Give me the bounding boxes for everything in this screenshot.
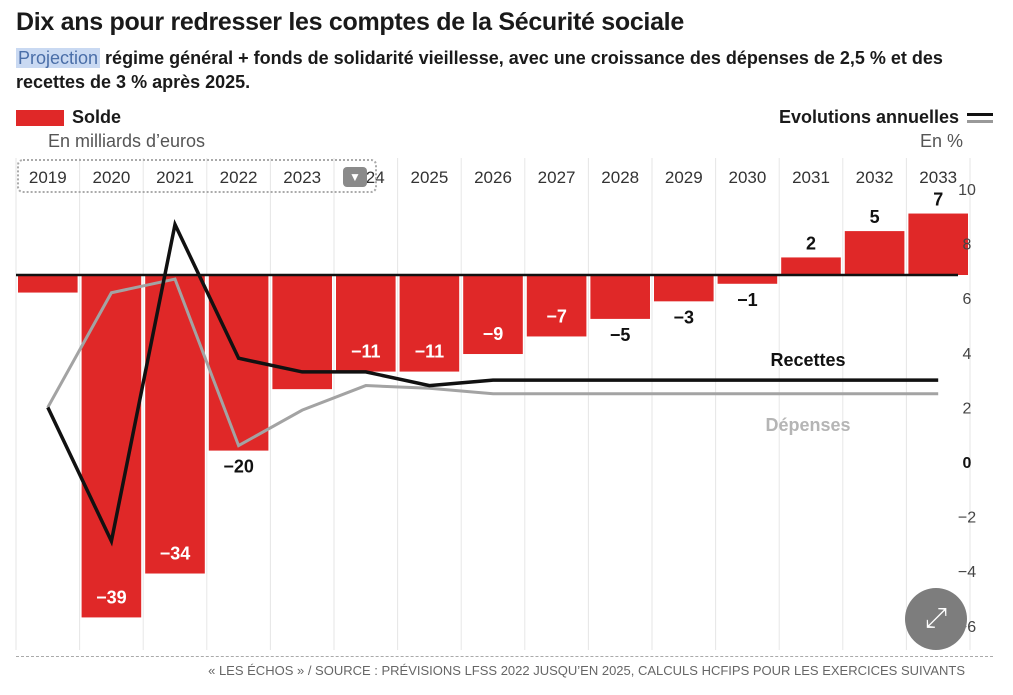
source-note: « LES ÉCHOS » / SOURCE : PRÉVISIONS LFSS… bbox=[208, 663, 965, 678]
year-label-2032: 2032 bbox=[856, 168, 894, 187]
depenses-line bbox=[46, 277, 939, 448]
bar-label-2022: −20 bbox=[223, 457, 254, 477]
footer-divider bbox=[16, 656, 993, 657]
bar-2026 bbox=[463, 275, 523, 355]
legend-evolutions: Evolutions annuelles bbox=[779, 107, 993, 128]
year-label-2028: 2028 bbox=[601, 168, 639, 187]
bar-2019 bbox=[18, 275, 78, 293]
right-axis-tick: −2 bbox=[958, 510, 976, 527]
bar-label-2025: −11 bbox=[415, 342, 445, 362]
right-axis-tick: 6 bbox=[963, 291, 972, 308]
bar-label-2029: −3 bbox=[674, 307, 695, 327]
bar-2020 bbox=[81, 275, 142, 618]
right-axis-tick: 4 bbox=[963, 346, 972, 363]
right-unit-label: En % bbox=[919, 131, 963, 151]
bar-2029 bbox=[654, 275, 714, 302]
year-label-2030: 2030 bbox=[728, 168, 766, 187]
right-axis-tick: 0 bbox=[963, 455, 972, 472]
year-label-2021: 2021 bbox=[156, 168, 194, 187]
bar-label-2020: −39 bbox=[96, 587, 127, 607]
legend-solde-label: Solde bbox=[72, 107, 122, 127]
year-selection-box[interactable] bbox=[17, 159, 377, 193]
chart-subtitle: Projection régime général + fonds de sol… bbox=[16, 46, 986, 94]
bar-2032 bbox=[844, 231, 905, 275]
subtitle-text: régime général + fonds de solidarité vie… bbox=[16, 48, 943, 92]
year-label-2026: 2026 bbox=[474, 168, 512, 187]
bar-2025 bbox=[399, 275, 460, 372]
chevron-down-icon[interactable]: ▼ bbox=[343, 167, 367, 187]
projection-highlight[interactable]: Projection bbox=[16, 48, 101, 68]
right-axis-tick: −4 bbox=[958, 564, 976, 581]
bar-2024 bbox=[336, 275, 396, 372]
legend-evolutions-label: Evolutions annuelles bbox=[778, 107, 959, 127]
bar-2031 bbox=[781, 257, 841, 275]
legend-line-icon bbox=[967, 112, 993, 123]
bar-2023 bbox=[272, 275, 332, 390]
bar-label-2021: −34 bbox=[160, 544, 191, 564]
year-label-2023: 2023 bbox=[283, 168, 321, 187]
year-label-2025: 2025 bbox=[410, 168, 448, 187]
year-label-2033: 2033 bbox=[919, 168, 957, 187]
right-axis-tick: 2 bbox=[963, 400, 972, 417]
recettes-line bbox=[46, 218, 939, 547]
bar-label-2030: −1 bbox=[737, 290, 758, 310]
year-label-2027: 2027 bbox=[538, 168, 576, 187]
bar-label-2024: −11 bbox=[351, 342, 381, 362]
depenses-label: Dépenses bbox=[765, 415, 850, 435]
legend-solde: Solde bbox=[16, 107, 121, 128]
right-axis-tick: 10 bbox=[958, 182, 976, 199]
bar-label-2026: −9 bbox=[483, 324, 504, 344]
chart-title: Dix ans pour redresser les comptes de la… bbox=[16, 8, 684, 36]
recettes-label: Recettes bbox=[770, 350, 845, 370]
bar-2027 bbox=[526, 275, 587, 337]
legend-solde-swatch bbox=[16, 109, 64, 126]
year-label-2019: 2019 bbox=[29, 168, 67, 187]
bar-label-2027: −7 bbox=[546, 306, 567, 326]
bar-2033 bbox=[908, 213, 968, 275]
bar-label-2031: 2 bbox=[806, 233, 816, 253]
year-label-2031: 2031 bbox=[792, 168, 830, 187]
year-label-2022: 2022 bbox=[220, 168, 258, 187]
bar-label-2028: −5 bbox=[610, 325, 631, 345]
left-unit-label: En milliards d’euros bbox=[48, 131, 206, 151]
bar-label-2032: 5 bbox=[870, 207, 880, 227]
expand-icon[interactable]: ⤢ bbox=[905, 588, 967, 650]
chart-svg: 2019 2020 2021 2022 2023 2 0 2 4 2025 2026 2027 2028… bbox=[15, 158, 976, 650]
right-axis-tick: 8 bbox=[963, 237, 972, 254]
year-label-2020: 2020 bbox=[92, 168, 130, 187]
bar-2030 bbox=[717, 275, 778, 284]
bar-2028 bbox=[590, 275, 650, 319]
bar-label-2033: 7 bbox=[933, 190, 943, 210]
year-label-2029: 2029 bbox=[665, 168, 703, 187]
